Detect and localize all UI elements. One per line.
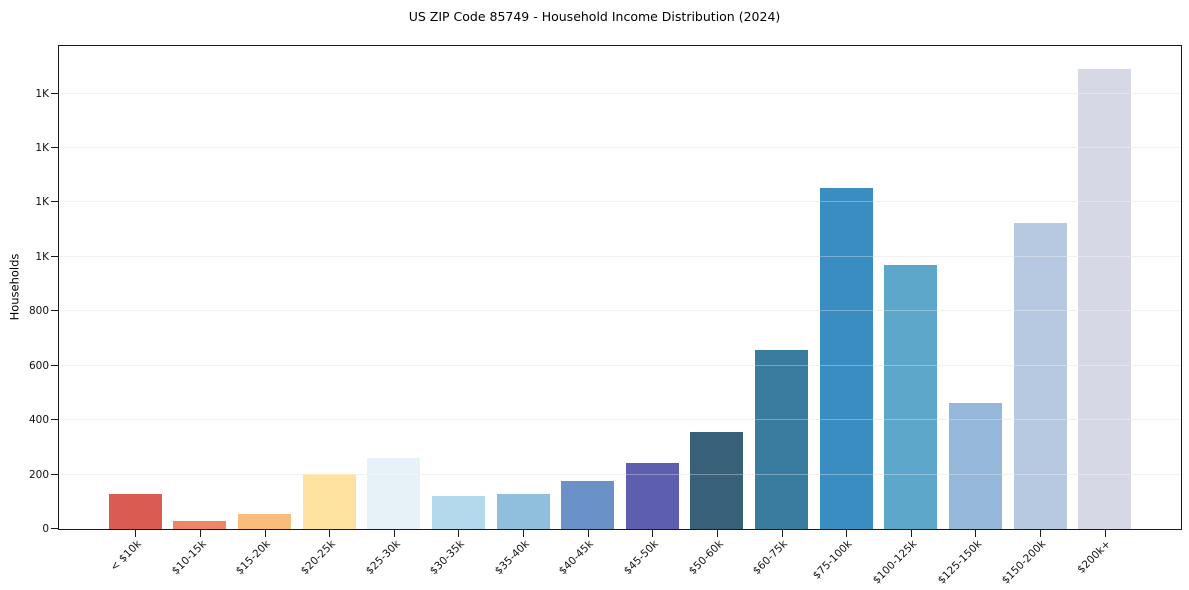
x-tick-label: $10-15k (169, 538, 209, 578)
y-tick-label: 0 (42, 523, 49, 535)
y-tick-label: 1K (35, 196, 49, 209)
gridlines-back-layer (59, 46, 1181, 529)
bar (625, 463, 679, 529)
x-tick-mark (199, 530, 201, 537)
x-tick-mark (1104, 530, 1106, 537)
gridline (59, 255, 1181, 257)
bar (302, 474, 356, 529)
bar-slot: $150-200k (1000, 46, 1073, 587)
x-tick-label: $15-20k (233, 538, 274, 578)
y-tick-label: 400 (28, 414, 49, 427)
x-tick-mark (652, 530, 654, 537)
bar (690, 432, 744, 529)
x-tick-label: $35-40k (492, 538, 532, 578)
y-tick-label: 1K (35, 142, 49, 155)
x-tick-label: $125-150k (935, 538, 984, 587)
bar (819, 187, 873, 529)
bar (431, 496, 485, 529)
y-tick-label: 1K (35, 87, 49, 100)
x-tick-label: $25-30k (363, 538, 403, 578)
x-tick-label: $30-35k (427, 538, 467, 578)
x-tick-mark (329, 530, 331, 537)
x-tick-label: $20-25k (298, 538, 338, 578)
bar-slot: $200k+ (1072, 46, 1137, 576)
bar (1013, 222, 1067, 529)
gridline (59, 473, 1181, 475)
y-tick-mark (51, 419, 58, 421)
y-tick-label: 1K (35, 250, 49, 263)
y-tick-label: 800 (28, 305, 49, 318)
bar-slot: $125-150k (935, 46, 1008, 587)
x-tick-label: $200k+ (1075, 538, 1114, 576)
y-tick-mark (51, 92, 58, 94)
y-tick-mark (51, 364, 58, 366)
y-axis-label: Households (7, 253, 22, 320)
y-tick-mark (51, 201, 58, 203)
x-tick-mark (846, 530, 848, 537)
y-tick-mark (51, 147, 58, 149)
bar-slot: < $10k (103, 46, 168, 574)
bar (755, 350, 809, 529)
gridline (59, 310, 1181, 312)
x-tick-mark (135, 530, 137, 537)
bar (561, 481, 615, 529)
y-tick-mark (51, 255, 58, 257)
y-tick-label: 200 (28, 468, 49, 481)
x-tick-mark (587, 530, 589, 537)
bar-slot: $15-20k (232, 46, 297, 577)
bar-slot: $25-30k (362, 46, 427, 577)
bar (884, 265, 938, 529)
bar (496, 493, 550, 529)
gridline (59, 92, 1181, 94)
chart-title: US ZIP Code 85749 - Household Income Dis… (408, 9, 781, 24)
x-tick-label: $75-100k (810, 538, 855, 582)
x-tick-label: < $10k (108, 538, 144, 574)
bar-slot: $10-15k (168, 46, 233, 577)
x-tick-mark (523, 530, 525, 537)
bar (238, 514, 292, 529)
x-tick-mark (458, 530, 460, 537)
gridline (59, 364, 1181, 366)
bar-slot: $100-125k (871, 46, 944, 587)
gridline (59, 201, 1181, 203)
y-tick-mark (51, 528, 58, 529)
gridline (59, 419, 1181, 421)
x-tick-label: $150-200k (1000, 538, 1049, 587)
bar-slot: $45-50k (620, 46, 685, 577)
x-tick-mark (264, 530, 266, 537)
x-tick-label: $40-45k (557, 538, 597, 578)
bar-slot: $20-25k (297, 46, 362, 577)
bar-slot: $60-75k (749, 46, 814, 577)
x-tick-mark (393, 530, 395, 537)
x-tick-mark (716, 530, 718, 537)
x-tick-mark (975, 530, 977, 537)
x-tick-label: $100-125k (870, 538, 920, 587)
x-tick-label: $45-50k (621, 538, 661, 578)
bar-slot: $35-40k (491, 46, 556, 577)
bars-layer: < $10k $10-15k $15-20k $20-25k $25-30k $30-35… (59, 46, 1181, 587)
bar (1078, 69, 1132, 529)
y-tick-mark (51, 310, 58, 312)
gridline (59, 147, 1181, 149)
bar-slot: $40-45k (555, 46, 620, 577)
bar (173, 521, 227, 529)
plot-area: < $10k $10-15k $15-20k $20-25k $25-30k $30-35… (29, 45, 1182, 587)
x-tick-mark (910, 530, 912, 537)
bar-slot: $30-35k (426, 46, 491, 577)
bar (108, 494, 162, 529)
x-tick-mark (1040, 530, 1042, 537)
x-tick-mark (781, 530, 783, 537)
x-tick-label: $60-75k (750, 538, 791, 578)
y-axis-label-box: Households (4, 45, 24, 528)
bar (948, 403, 1002, 529)
y-tick-mark (51, 473, 58, 475)
y-tick-label: 600 (28, 359, 49, 372)
bar (367, 457, 421, 529)
bar-slot: $75-100k (811, 46, 879, 582)
x-tick-label: $50-60k (686, 538, 726, 578)
bar-slot: $50-60k (685, 46, 750, 577)
